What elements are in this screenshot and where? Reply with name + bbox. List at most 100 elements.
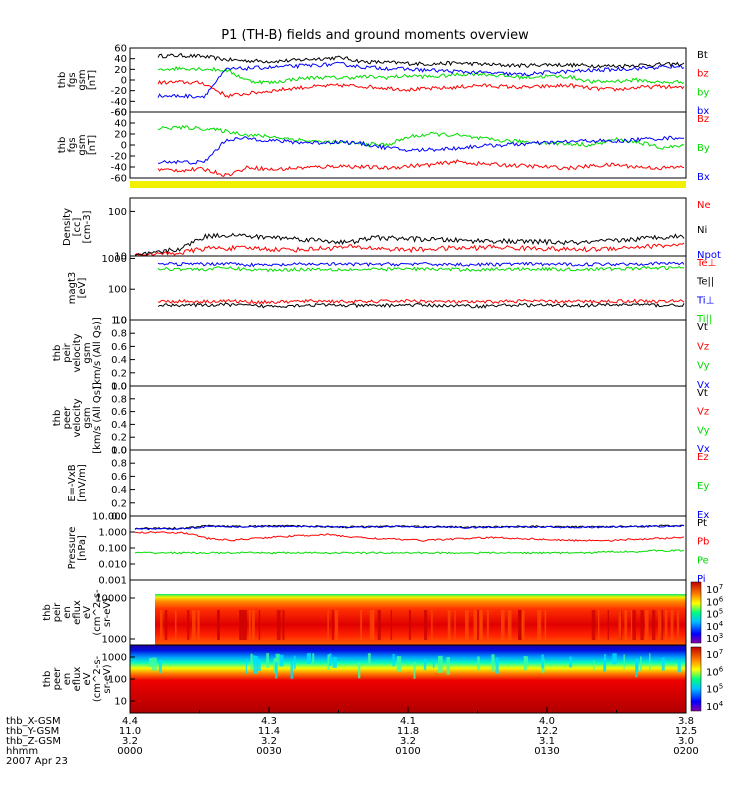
series-te <box>157 298 685 305</box>
legend-pi: Pi <box>697 574 706 585</box>
spectrogram-streak <box>240 610 245 640</box>
footer-value: 4.3 <box>261 716 277 727</box>
colorbar <box>690 646 702 712</box>
spectrogram-streak <box>275 653 280 664</box>
y-axis-label: eflux <box>72 600 83 625</box>
y-tick-label: 0.6 <box>111 407 127 418</box>
spectrogram-streak <box>276 610 281 640</box>
colorbar <box>690 581 702 644</box>
legend-bt: Bt <box>697 50 708 61</box>
series-bz <box>157 79 685 99</box>
legend-ne: Ne <box>697 200 711 211</box>
spectrogram-streak <box>396 656 402 672</box>
y-tick-label: 1.0 <box>111 382 127 393</box>
legend-ni: Ni <box>697 225 707 236</box>
spectrogram-streak <box>541 654 544 669</box>
spectrogram-streak <box>312 653 315 666</box>
legend-pe: Pe <box>697 555 709 566</box>
y-tick-label: 0.8 <box>111 394 127 405</box>
y-tick-label: 0.0 <box>111 382 127 393</box>
y-axis-label: sr-eV) <box>102 664 113 693</box>
spectrogram-streak <box>664 610 668 640</box>
y-tick-label: -60 <box>111 108 127 119</box>
legend-bx: Bx <box>697 172 710 183</box>
footer-value: 11.4 <box>257 726 281 737</box>
spectrogram-streak <box>266 653 269 668</box>
series-ti <box>157 265 685 273</box>
spectrogram-streak <box>390 610 393 640</box>
y-tick-label: 0.100 <box>98 544 127 555</box>
spectrogram-streak <box>245 658 248 675</box>
y-tick-label: 0.0 <box>111 512 127 523</box>
y-axis-label: [cm-3] <box>82 210 93 243</box>
spectrogram-streak <box>158 659 162 674</box>
spectrogram-streak <box>293 655 296 670</box>
spectrogram-streak <box>217 610 220 640</box>
y-axis-label: en <box>62 673 73 686</box>
spectrogram-streak <box>618 610 622 640</box>
spectrogram-streak <box>437 655 443 673</box>
spectrogram-streak <box>377 610 381 640</box>
series-ne <box>134 242 685 256</box>
footer-value: 11.0 <box>118 726 142 737</box>
legend-vz: Vz <box>697 341 709 352</box>
y-axis-label: gsm <box>82 342 93 363</box>
footer-value: 0000 <box>117 746 143 757</box>
legend-bz: Bz <box>697 114 709 125</box>
spectrogram-streak <box>598 610 600 640</box>
footer-value: 12.2 <box>535 726 559 737</box>
y-tick-label: 1000 <box>102 653 127 664</box>
y-axis-label: [km/s (All Qs)] <box>92 382 103 454</box>
legend-ti: Ti|| <box>696 314 712 325</box>
spectrogram-streak <box>192 610 196 640</box>
legend-by: By <box>697 143 710 154</box>
colorbar-tick-exponent: 5 <box>719 608 723 616</box>
spectrogram-streak <box>632 610 636 640</box>
y-axis-label: [nT] <box>87 135 98 155</box>
spectrogram-streak <box>518 610 522 640</box>
spectrogram-streak <box>661 657 665 671</box>
spectrogram-streak <box>334 610 339 640</box>
y-axis-label: [nT] <box>87 70 98 90</box>
spectrogram-streak <box>164 610 168 640</box>
colorbar-tick-label: 107 <box>706 583 723 596</box>
footer-value: 0030 <box>256 746 282 757</box>
spectrogram-streak <box>477 656 480 671</box>
spectrogram-streak <box>544 610 547 640</box>
legend-vz: Vz <box>697 407 709 418</box>
legend-vx: Vx <box>697 380 710 391</box>
panel-peer_spectrogram: 107 106 105 104 1000 100 10 thb peer en eflux eV (cm… <box>42 644 724 714</box>
spectrogram-streak <box>677 661 681 673</box>
panel-frame <box>129 385 687 451</box>
legend-te: Te|| <box>696 277 714 288</box>
y-axis-label: peir <box>62 342 73 362</box>
y-tick-label: 0.2 <box>111 368 127 379</box>
yellow-data-bar <box>130 181 686 188</box>
y-tick-label: 60 <box>114 108 127 119</box>
spectrogram-streak <box>306 653 311 664</box>
y-tick-label: 1.0 <box>111 316 127 327</box>
y-tick-label: 10.000 <box>92 512 127 523</box>
y-axis-label: peer <box>62 406 73 430</box>
spectrogram-streak <box>290 661 294 679</box>
y-axis-label: peer <box>52 667 63 691</box>
y-axis-label: (cm^2-s- <box>92 655 103 702</box>
spectrogram-streak <box>491 654 495 672</box>
y-tick-label: 40 <box>114 119 127 130</box>
spectrogram-streak <box>477 610 479 640</box>
footer-value: 0100 <box>395 746 421 757</box>
footer-value: 3.1 <box>539 736 555 747</box>
spectrogram-streak <box>329 653 332 666</box>
y-tick-label: 40 <box>114 54 127 65</box>
spectrogram-streak <box>367 653 371 666</box>
y-axis-label: magt3 <box>67 272 78 305</box>
peer-spectrogram-fill <box>130 645 686 713</box>
y-tick-label: 20 <box>114 65 127 76</box>
spectrogram-streak <box>523 656 527 671</box>
colorbar-tick-label: 105 <box>706 608 723 621</box>
legend-ex: Ex <box>697 510 709 521</box>
y-tick-label: 1.0 <box>111 446 127 457</box>
y-axis-label: Pressure <box>67 527 78 570</box>
